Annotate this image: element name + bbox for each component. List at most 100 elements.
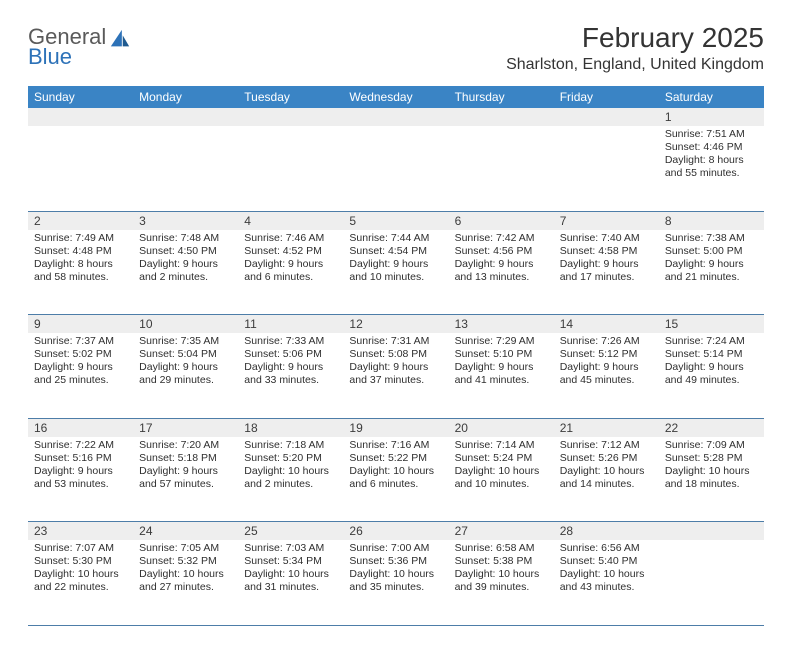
sunset-line: Sunset: 5:04 PM: [139, 348, 232, 361]
sunrise-line: Sunrise: 7:20 AM: [139, 439, 232, 452]
daylight-line: Daylight: 8 hours: [665, 154, 758, 167]
day-number-cell: 25: [238, 522, 343, 541]
daylight-line: and 18 minutes.: [665, 478, 758, 491]
day-cell: [554, 126, 659, 211]
sunrise-line: Sunrise: 7:33 AM: [244, 335, 337, 348]
weekday-header: Thursday: [449, 86, 554, 108]
sunrise-line: Sunrise: 7:24 AM: [665, 335, 758, 348]
day-cell: Sunrise: 7:26 AMSunset: 5:12 PMDaylight:…: [554, 333, 659, 418]
day-number-cell: [133, 108, 238, 126]
daylight-line: Daylight: 9 hours: [349, 258, 442, 271]
logo-text: General Blue: [28, 26, 106, 68]
day-cell: Sunrise: 7:22 AMSunset: 5:16 PMDaylight:…: [28, 437, 133, 522]
sunset-line: Sunset: 4:58 PM: [560, 245, 653, 258]
logo: General Blue: [28, 22, 131, 68]
day-cell: Sunrise: 7:14 AMSunset: 5:24 PMDaylight:…: [449, 437, 554, 522]
daylight-line: Daylight: 9 hours: [349, 361, 442, 374]
sunset-line: Sunset: 5:32 PM: [139, 555, 232, 568]
day-number-cell: 5: [343, 211, 448, 230]
sunset-line: Sunset: 5:00 PM: [665, 245, 758, 258]
day-number-cell: [554, 108, 659, 126]
sunset-line: Sunset: 5:12 PM: [560, 348, 653, 361]
sunset-line: Sunset: 4:54 PM: [349, 245, 442, 258]
daylight-line: and 58 minutes.: [34, 271, 127, 284]
day-cell: Sunrise: 7:18 AMSunset: 5:20 PMDaylight:…: [238, 437, 343, 522]
day-cell: [343, 126, 448, 211]
weekday-header: Friday: [554, 86, 659, 108]
sunset-line: Sunset: 5:20 PM: [244, 452, 337, 465]
day-number-cell: 16: [28, 418, 133, 437]
day-cell: Sunrise: 7:49 AMSunset: 4:48 PMDaylight:…: [28, 230, 133, 315]
daylight-line: and 29 minutes.: [139, 374, 232, 387]
day-number-cell: [238, 108, 343, 126]
daylight-line: Daylight: 10 hours: [349, 465, 442, 478]
sunrise-line: Sunrise: 7:35 AM: [139, 335, 232, 348]
location-subtitle: Sharlston, England, United Kingdom: [506, 56, 764, 74]
daynum-row: 232425262728: [28, 522, 764, 541]
daylight-line: and 33 minutes.: [244, 374, 337, 387]
day-number-cell: 23: [28, 522, 133, 541]
sunrise-line: Sunrise: 7:05 AM: [139, 542, 232, 555]
week-row: Sunrise: 7:22 AMSunset: 5:16 PMDaylight:…: [28, 437, 764, 522]
day-cell: Sunrise: 7:51 AMSunset: 4:46 PMDaylight:…: [659, 126, 764, 211]
sunset-line: Sunset: 4:50 PM: [139, 245, 232, 258]
sunrise-line: Sunrise: 7:26 AM: [560, 335, 653, 348]
daylight-line: and 55 minutes.: [665, 167, 758, 180]
sunrise-line: Sunrise: 7:16 AM: [349, 439, 442, 452]
day-cell: Sunrise: 7:40 AMSunset: 4:58 PMDaylight:…: [554, 230, 659, 315]
daylight-line: Daylight: 10 hours: [244, 568, 337, 581]
weekday-header: Tuesday: [238, 86, 343, 108]
sunrise-line: Sunrise: 7:37 AM: [34, 335, 127, 348]
day-number-cell: 24: [133, 522, 238, 541]
sunset-line: Sunset: 5:06 PM: [244, 348, 337, 361]
sunset-line: Sunset: 5:34 PM: [244, 555, 337, 568]
sunset-line: Sunset: 5:40 PM: [560, 555, 653, 568]
daylight-line: and 35 minutes.: [349, 581, 442, 594]
sunrise-line: Sunrise: 7:29 AM: [455, 335, 548, 348]
day-cell: Sunrise: 7:05 AMSunset: 5:32 PMDaylight:…: [133, 540, 238, 625]
day-number-cell: 19: [343, 418, 448, 437]
sunrise-line: Sunrise: 7:40 AM: [560, 232, 653, 245]
day-cell: Sunrise: 7:46 AMSunset: 4:52 PMDaylight:…: [238, 230, 343, 315]
daylight-line: Daylight: 9 hours: [665, 361, 758, 374]
sunset-line: Sunset: 4:56 PM: [455, 245, 548, 258]
daylight-line: and 6 minutes.: [244, 271, 337, 284]
sunrise-line: Sunrise: 7:38 AM: [665, 232, 758, 245]
sunrise-line: Sunrise: 7:51 AM: [665, 128, 758, 141]
day-number-cell: 27: [449, 522, 554, 541]
day-cell: Sunrise: 7:16 AMSunset: 5:22 PMDaylight:…: [343, 437, 448, 522]
sunrise-line: Sunrise: 7:18 AM: [244, 439, 337, 452]
daylight-line: and 17 minutes.: [560, 271, 653, 284]
daylight-line: Daylight: 8 hours: [34, 258, 127, 271]
day-cell: Sunrise: 7:24 AMSunset: 5:14 PMDaylight:…: [659, 333, 764, 418]
daylight-line: Daylight: 10 hours: [34, 568, 127, 581]
day-number-cell: 4: [238, 211, 343, 230]
sunrise-line: Sunrise: 7:09 AM: [665, 439, 758, 452]
sunset-line: Sunset: 5:22 PM: [349, 452, 442, 465]
day-cell: Sunrise: 7:12 AMSunset: 5:26 PMDaylight:…: [554, 437, 659, 522]
week-row: Sunrise: 7:07 AMSunset: 5:30 PMDaylight:…: [28, 540, 764, 625]
day-number-cell: [449, 108, 554, 126]
weekday-header-row: Sunday Monday Tuesday Wednesday Thursday…: [28, 86, 764, 108]
sunset-line: Sunset: 5:26 PM: [560, 452, 653, 465]
daylight-line: and 57 minutes.: [139, 478, 232, 491]
day-cell: Sunrise: 7:44 AMSunset: 4:54 PMDaylight:…: [343, 230, 448, 315]
day-number-cell: [343, 108, 448, 126]
daylight-line: Daylight: 10 hours: [560, 568, 653, 581]
day-number-cell: 13: [449, 315, 554, 334]
sunset-line: Sunset: 5:02 PM: [34, 348, 127, 361]
day-number-cell: 9: [28, 315, 133, 334]
daynum-row: 16171819202122: [28, 418, 764, 437]
daylight-line: and 49 minutes.: [665, 374, 758, 387]
day-cell: Sunrise: 7:37 AMSunset: 5:02 PMDaylight:…: [28, 333, 133, 418]
daylight-line: Daylight: 9 hours: [560, 361, 653, 374]
day-number-cell: 1: [659, 108, 764, 126]
sunset-line: Sunset: 5:18 PM: [139, 452, 232, 465]
daylight-line: and 31 minutes.: [244, 581, 337, 594]
sunset-line: Sunset: 5:14 PM: [665, 348, 758, 361]
calendar-page: General Blue February 2025 Sharlston, En…: [0, 0, 792, 648]
daylight-line: Daylight: 10 hours: [455, 465, 548, 478]
day-cell: Sunrise: 7:38 AMSunset: 5:00 PMDaylight:…: [659, 230, 764, 315]
daylight-line: and 10 minutes.: [455, 478, 548, 491]
daylight-line: Daylight: 9 hours: [139, 258, 232, 271]
